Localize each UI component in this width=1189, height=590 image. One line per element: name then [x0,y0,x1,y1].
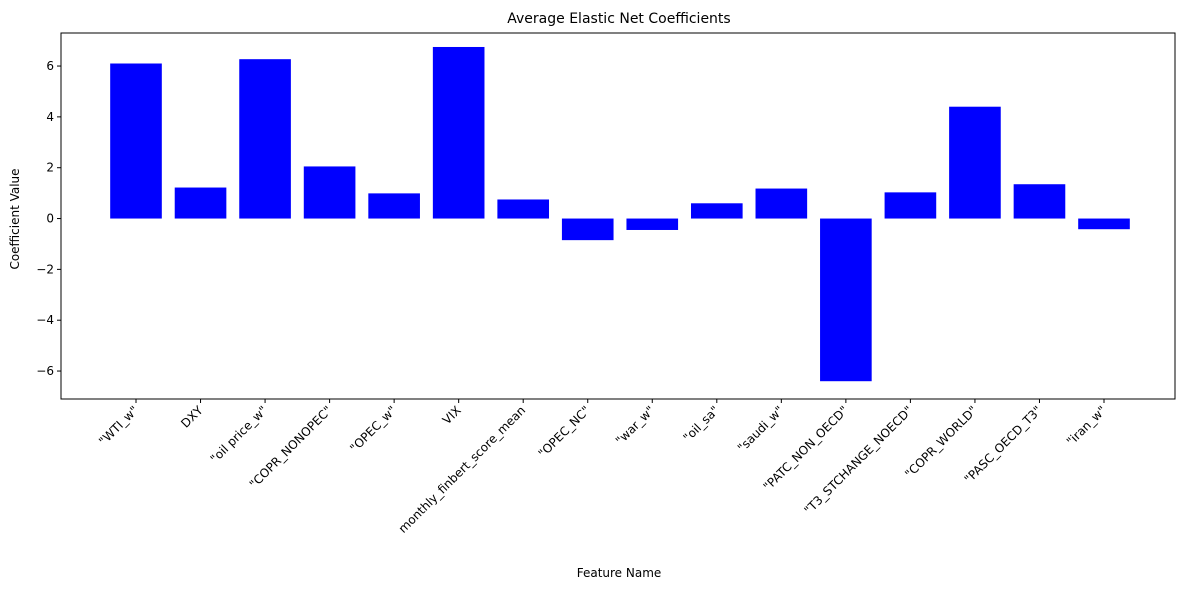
bar [626,218,679,230]
x-tick-label: "war_w" [613,403,658,448]
bar [1078,218,1130,230]
x-tick-label: "oil_sa" [680,403,721,444]
y-tick-label: 4 [46,110,54,124]
bar [432,46,485,219]
bar [949,106,1001,219]
y-tick-label: 0 [46,212,54,226]
y-tick-label: −6 [36,364,54,378]
bar [239,59,291,219]
y-tick-label: 6 [46,59,54,73]
bar [561,218,614,241]
bar [497,199,550,219]
x-tick-label: "saudi_w" [735,403,787,455]
y-tick-label: 2 [46,161,54,175]
bar [820,218,872,382]
bars-group [110,46,1130,382]
bar [1013,184,1066,219]
bar [303,166,356,219]
x-axis-ticks: "WTI_w" DXY "oil price_w""COPR_NONOPEC" "OP… [96,399,1109,536]
bar [174,187,227,219]
bar [755,188,808,219]
x-tick-label: "iran_w" [1064,403,1109,448]
y-tick-label: −4 [36,313,54,327]
y-tick-label: −2 [36,262,54,276]
x-tick-label: monthly_finbert_score_mean [396,403,529,536]
x-tick-label: "OPEC_w" [347,403,399,455]
x-tick-label: "WTI_w" [96,403,141,448]
bar [368,193,420,219]
x-tick-label: "oil price_w" [208,403,271,466]
chart-title: Average Elastic Net Coefficients [507,11,730,27]
x-tick-label: "OPEC_NC" [536,403,593,460]
x-tick-label: "T3_STCHANGE_NOECD" [801,403,915,517]
bar [110,63,162,219]
x-tick-label: DXY [178,403,206,431]
x-tick-label: VIX [440,403,464,427]
y-axis-ticks: −6 −4 −2 0 2 4 6 [36,59,61,378]
bar [690,203,743,219]
y-axis-label: Coefficient Value [8,168,22,269]
bar [884,192,937,219]
plot-frame [60,32,1176,400]
x-axis-label: Feature Name [577,566,662,580]
